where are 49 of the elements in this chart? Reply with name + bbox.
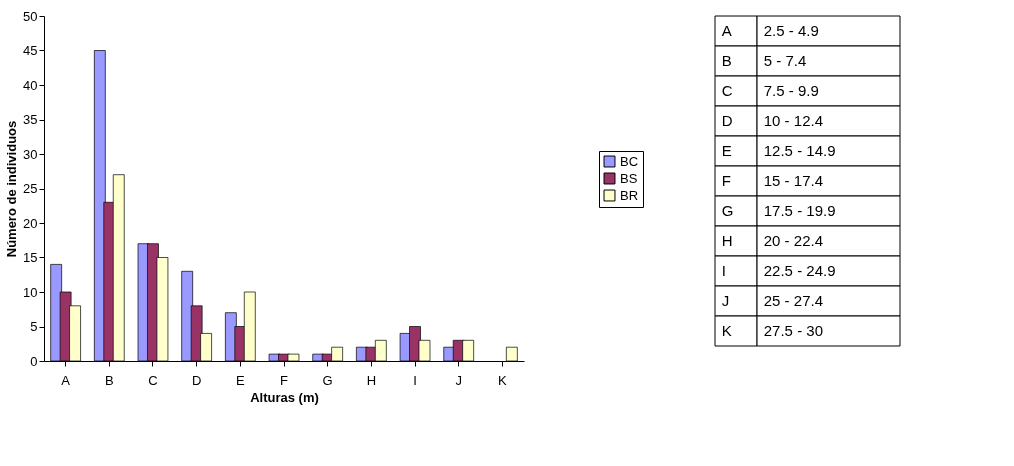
- x-tick-label: I: [413, 372, 417, 388]
- text: A: [721, 22, 732, 39]
- text: G: [721, 202, 734, 219]
- x-tick-label: K: [498, 372, 508, 388]
- y-tick-label: 20: [23, 215, 38, 231]
- x-tick-label: E: [235, 372, 245, 388]
- text: 7.5 - 9.9: [763, 82, 819, 99]
- text: 20 - 22.4: [763, 232, 823, 249]
- text: C: [721, 82, 733, 99]
- x-tick-label: H: [366, 372, 377, 388]
- text: 10 - 12.4: [763, 112, 823, 129]
- text: H: [721, 232, 733, 249]
- x-tick-label: F: [280, 372, 289, 388]
- y-axis-title: Número de individuos: [4, 120, 20, 258]
- text: 25 - 27.4: [763, 292, 823, 309]
- text: I: [721, 262, 726, 279]
- x-tick-label: A: [61, 372, 71, 388]
- y-tick-label: 40: [23, 77, 38, 93]
- y-tick-label: 45: [23, 43, 38, 58]
- x-tick-label: B: [104, 372, 114, 388]
- text: 22.5 - 24.9: [763, 262, 836, 279]
- legend-label: BS: [620, 170, 638, 186]
- x-tick-label: J: [455, 372, 462, 388]
- x-tick-label: G: [322, 372, 333, 388]
- y-tick-label: 50: [23, 8, 38, 24]
- text: E: [721, 142, 732, 159]
- text: 15 - 17.4: [763, 172, 823, 189]
- y-tick-label: 0: [30, 353, 38, 369]
- text: 17.5 - 19.9: [763, 202, 836, 219]
- text: F: [721, 172, 731, 189]
- text: 27.5 - 30: [763, 322, 823, 339]
- y-tick-label: 15: [23, 250, 38, 265]
- x-tick-label: C: [148, 372, 158, 388]
- y-tick-label: 5: [30, 319, 38, 334]
- legend-label: BR: [620, 187, 639, 203]
- x-axis-title: Alturas (m): [250, 389, 319, 405]
- x-tick-label: D: [191, 372, 202, 388]
- y-tick-label: 30: [23, 146, 38, 162]
- text: D: [721, 112, 733, 129]
- y-tick-label: 25: [23, 181, 38, 196]
- legend-label: BC: [620, 153, 639, 169]
- y-tick-label: 10: [23, 284, 38, 300]
- text: 12.5 - 14.9: [763, 142, 836, 159]
- text: 5 - 7.4: [763, 52, 807, 69]
- text: J: [721, 292, 730, 309]
- text: K: [721, 322, 732, 339]
- text: B: [721, 52, 732, 69]
- text: 2.5 - 4.9: [763, 22, 819, 39]
- y-tick-label: 35: [23, 112, 38, 127]
